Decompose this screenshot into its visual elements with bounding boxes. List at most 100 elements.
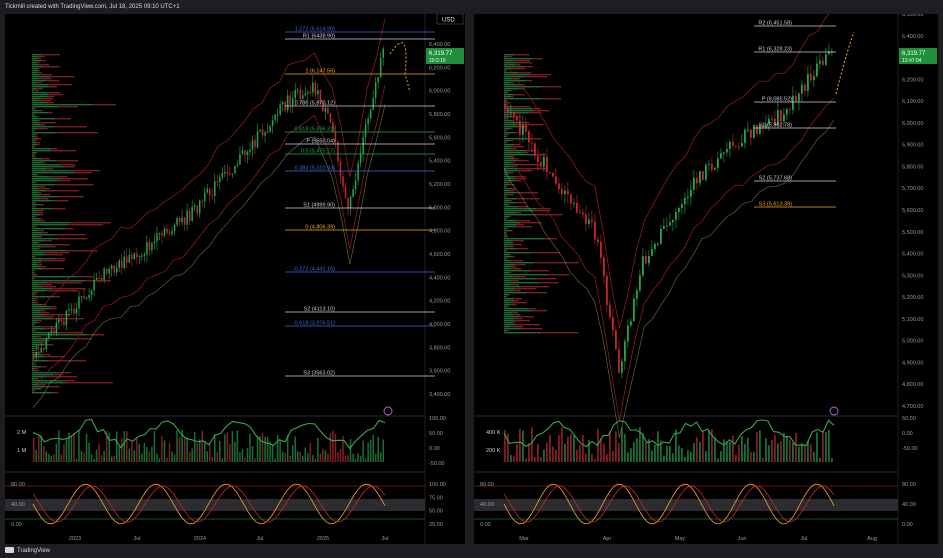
volume-profile-bar (36, 174, 38, 176)
volume-profile-bar (59, 164, 76, 166)
volume-bar (666, 445, 668, 462)
volume-profile-bar (32, 264, 38, 266)
candle-body (540, 162, 542, 167)
candle-body (546, 156, 548, 173)
volume-bar (771, 439, 773, 462)
volume-bar (573, 435, 575, 462)
volume-profile-bar (32, 388, 40, 390)
candle-body (271, 120, 274, 127)
volume-profile-bar (33, 108, 36, 110)
volume-bar (126, 431, 128, 462)
volume-profile-bar (32, 198, 40, 200)
volume-bar (307, 453, 309, 462)
candle-body (128, 254, 131, 263)
volume-profile-bar (504, 138, 530, 140)
volume-profile-bar (32, 336, 37, 338)
volume-bar (224, 434, 226, 462)
candle-body (319, 90, 322, 103)
price-axis-label: 6,400.00 (429, 42, 450, 48)
volume-profile-bar (504, 94, 515, 96)
volume-profile-bar (504, 240, 513, 242)
volume-profile-bar (504, 302, 512, 304)
volume-profile-bar (37, 186, 46, 188)
volume-profile-bar (32, 316, 41, 318)
candle-body (651, 249, 653, 256)
volume-profile-bar (33, 206, 36, 208)
candle-body (573, 202, 575, 204)
volume-bar (630, 448, 632, 462)
volume-profile-bar (508, 166, 516, 168)
volume-profile-bar (32, 300, 35, 302)
candle-body (654, 243, 656, 250)
volume-profile-bar (32, 246, 41, 248)
volume-profile-bar (32, 58, 38, 60)
last-price-value: 6,319.77 (429, 51, 453, 57)
candle-body (723, 152, 725, 154)
volume-bar (693, 443, 695, 462)
volume-profile-bar (32, 204, 39, 206)
right-chart-panel[interactable]: 6,500.006,400.006,300.006,200.006,100.00… (474, 8, 938, 544)
candle-body (377, 77, 379, 83)
volume-bar (675, 429, 677, 462)
volume-profile-bar (35, 322, 40, 324)
volume-profile-bar (33, 362, 36, 364)
volume-bar (286, 434, 289, 462)
volume-profile-bar (504, 306, 507, 308)
volume-profile-bar (504, 120, 512, 122)
candle-body (236, 164, 239, 167)
volume-bar (229, 443, 231, 462)
volume-profile-bar (34, 274, 38, 276)
volume-profile-bar (32, 314, 46, 316)
volume-profile-bar (32, 210, 38, 212)
candle-body (123, 256, 126, 268)
price-axis-label: 4,900.00 (902, 360, 923, 366)
volume-bar (792, 442, 794, 462)
volume-profile-bar (32, 146, 34, 148)
volume-bar (239, 452, 241, 462)
volume-profile-bar (513, 276, 526, 278)
volume-profile-bar (504, 186, 506, 188)
volume-profile-bar (47, 102, 54, 104)
candle-body (191, 207, 193, 221)
time-axis-label: Mar (519, 536, 529, 542)
right-chart-canvas[interactable]: 6,500.006,400.006,300.006,200.006,100.00… (474, 8, 938, 544)
volume-profile-bar (515, 202, 526, 204)
candle-body (352, 189, 354, 197)
volume-bar (564, 443, 566, 462)
candle-body (582, 212, 584, 215)
volume-profile-bar (32, 120, 38, 122)
volume-profile-bar (509, 254, 511, 256)
candle-body (85, 297, 88, 299)
volume-profile-bar (33, 146, 36, 148)
volume-profile-bar (34, 358, 36, 360)
candle-body (786, 108, 788, 115)
volume-profile-bar (508, 272, 512, 274)
volume-profile-bar (504, 248, 516, 250)
volume-profile-bar (40, 266, 47, 268)
candle-body (669, 222, 671, 226)
volume-profile-bar (545, 238, 558, 240)
left-chart-canvas[interactable]: 6,400.00 6,200.00 6,000.00 5,800.00 5,600.00… (5, 13, 465, 544)
volume-profile-bar (533, 110, 550, 112)
candle-body (762, 125, 764, 129)
volume-bar (699, 442, 701, 462)
candle-body (666, 225, 668, 227)
left-chart-panel[interactable]: 6,400.00 6,200.00 6,000.00 5,800.00 5,600.00… (5, 13, 465, 544)
candle-body (555, 176, 557, 184)
volume-profile-bar (504, 108, 533, 110)
candle-body (792, 95, 794, 110)
candle-body (585, 214, 587, 224)
volume-profile-bar (504, 164, 519, 166)
volume-bar (309, 442, 312, 462)
candle-body (183, 217, 186, 225)
volume-oscillator-line (503, 419, 835, 448)
volume-profile-bar (38, 100, 51, 102)
volume-profile-bar (504, 296, 506, 298)
candle-body (549, 172, 551, 174)
volume-profile-bar (504, 200, 510, 202)
oscillator-axis-label: 0.00 (902, 522, 913, 528)
volume-profile-bar (504, 90, 510, 92)
volume-profile-bar (32, 280, 86, 282)
volume-profile-bar (512, 106, 531, 108)
volume-profile-bar (33, 364, 37, 366)
